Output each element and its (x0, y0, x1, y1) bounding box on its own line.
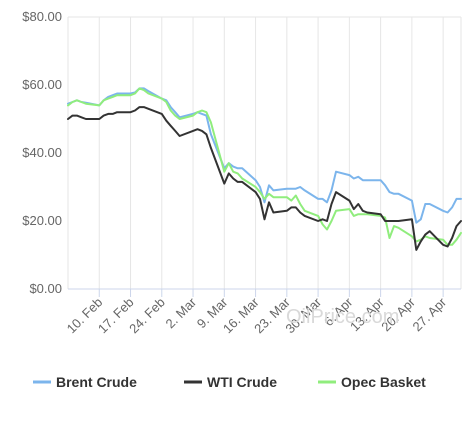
watermark-text: OilPrice.com (286, 306, 399, 328)
y-tick-label: $20.00 (22, 213, 62, 228)
grid-layer (67, 16, 462, 290)
legend: Brent Crude WTI Crude Opec Basket (33, 374, 426, 390)
series-layer (67, 87, 462, 251)
y-tick-label: $80.00 (22, 9, 62, 24)
y-tick-label: $60.00 (22, 77, 62, 92)
legend-label: Brent Crude (56, 374, 137, 390)
y-axis: $0.00 $20.00 $40.00 $60.00 $80.00 (22, 9, 62, 296)
y-tick-label: $40.00 (22, 145, 62, 160)
legend-item-wti-crude[interactable]: WTI Crude (184, 374, 277, 390)
x-tick-label: 27. Apr (410, 294, 450, 334)
series-line-brent-crude (67, 87, 462, 224)
legend-item-opec-basket[interactable]: Opec Basket (318, 374, 426, 390)
legend-label: Opec Basket (341, 374, 426, 390)
series-line-wti-crude (67, 106, 462, 251)
legend-label: WTI Crude (207, 374, 277, 390)
y-tick-label: $0.00 (29, 281, 62, 296)
x-tick-label: 24. Feb (126, 295, 168, 337)
legend-item-brent-crude[interactable]: Brent Crude (33, 374, 137, 390)
series-line-opec-basket (67, 87, 462, 246)
x-tick-label: 2. Mar (163, 294, 200, 331)
